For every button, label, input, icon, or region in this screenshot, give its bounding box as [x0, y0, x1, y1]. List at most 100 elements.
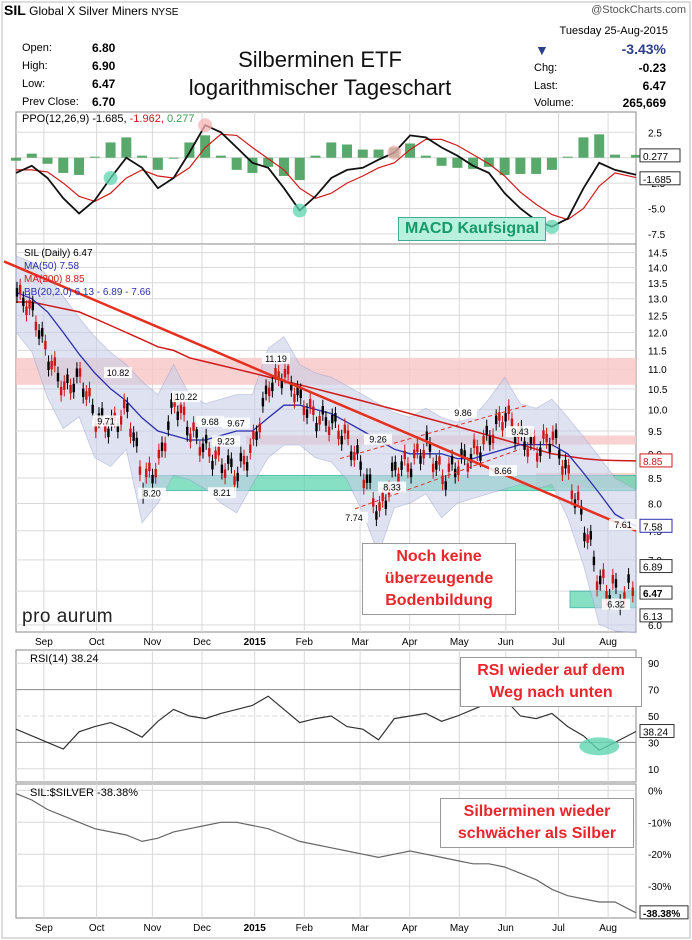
price-body-27-3 [450, 455, 454, 465]
price-body-10-1 [176, 411, 179, 421]
price-body-29-4 [485, 425, 488, 435]
price-body-24-4 [406, 463, 410, 472]
price-body-18-0 [299, 389, 302, 399]
ppo-hist-bar-3 [58, 157, 69, 173]
price-body-1-0 [31, 301, 34, 311]
price-body-28-4 [469, 454, 473, 463]
price-label-bg-5 [222, 417, 250, 429]
price-body-0-4 [28, 300, 31, 309]
price-body-27-1 [444, 481, 447, 490]
weaker-line-2: schwächer als Silber [457, 825, 617, 842]
chg-label: Chg: [534, 62, 558, 74]
ratio-xlabel-9: Jun [498, 923, 514, 934]
price-body-13-1 [223, 469, 227, 478]
price-right-box-0 [639, 453, 673, 468]
ppo-hist-bar-25 [405, 143, 416, 158]
downtrend-line [3, 260, 637, 532]
price-body-25-3 [419, 455, 422, 464]
price-body-36-3 [592, 556, 596, 566]
price-body-24-0 [394, 461, 397, 471]
price-body-33-4 [548, 443, 551, 453]
price-body-21-2 [353, 451, 356, 461]
price-body-17-4 [296, 386, 299, 396]
high-value: 6.90 [92, 59, 116, 73]
price-body-17-2 [290, 381, 293, 391]
price-body-19-0 [315, 422, 318, 432]
price-ytick-6: 11.5 [648, 346, 667, 357]
weaker-line-1: Silberminen wieder [463, 803, 611, 820]
price-body-38-2 [623, 592, 626, 601]
price-label-2: 9.71 [97, 416, 115, 426]
price-xlabel-6: Mar [351, 637, 369, 648]
price-body-3-3 [72, 383, 75, 393]
ratio-ytick-0: 0% [648, 786, 663, 797]
ppo-ytick-0: 2.5 [648, 128, 662, 139]
price-label-8: 9.86 [454, 408, 472, 418]
ppo-hist-bar-30 [483, 157, 494, 167]
price-ytick-10: 9.5 [648, 427, 662, 438]
ratio-xlabel-11: Aug [599, 923, 617, 934]
price-xlabel-3: Dec [193, 637, 211, 648]
ppo-legend: PPO(12,26,9) -1.685, -1.962, 0.277 [22, 113, 194, 125]
price-body-9-0 [157, 449, 161, 459]
ppo-hist-bar-4 [74, 157, 85, 175]
ppo-hist-bar-31 [499, 157, 510, 175]
price-label-bg-6 [262, 352, 290, 364]
ratio-xlabel-5: Feb [296, 923, 314, 934]
ratio-xlabel-1: Oct [89, 923, 105, 934]
ratio-xlabel-8: May [450, 923, 469, 934]
price-body-24-1 [397, 473, 400, 483]
price-body-21-3 [356, 445, 359, 454]
price-body-30-0 [488, 436, 492, 445]
ppo-hist-bar-35 [562, 156, 573, 158]
price-body-20-0 [331, 414, 334, 424]
price-ytick-5: 12.0 [648, 328, 668, 339]
price-body-6-2 [116, 423, 120, 432]
no-bottom-line-3: Bodenbildung [385, 592, 493, 609]
last-value: 6.47 [642, 79, 666, 93]
price-body-31-2 [510, 418, 514, 427]
rsi-last-label: 38.24 [643, 728, 668, 739]
price-body-35-4 [580, 506, 583, 515]
price-body-5-3 [104, 423, 107, 432]
price-body-4-3 [88, 387, 91, 397]
ppo-hist-bar-26 [420, 155, 431, 158]
price-right-label-3: 6.47 [643, 589, 663, 600]
price-body-23-1 [381, 492, 384, 502]
price-body-36-1 [586, 534, 589, 543]
macd-signal-callout: MACD Kaufsignal [398, 217, 547, 241]
channel-lower [354, 448, 521, 510]
price-body-20-3 [340, 435, 343, 445]
ratio-xlabel-6: Mar [351, 923, 369, 934]
price-body-16-4 [280, 379, 284, 389]
no-bottom-callout: Noch keine überzeugende Bodenbildung [362, 543, 516, 615]
price-body-34-3 [561, 466, 564, 475]
ppo-hist-bar-28 [452, 157, 463, 168]
price-label-9: 9.43 [511, 427, 529, 437]
price-body-2-0 [47, 361, 50, 371]
sil-legend: SIL (Daily) 6.47 [24, 248, 93, 259]
down-arrow-icon: ▼ [535, 42, 549, 58]
price-body-8-1 [145, 468, 148, 478]
price-body-15-4 [264, 385, 268, 395]
ppo-hist-bar-39 [631, 154, 641, 158]
rsi-down-callout: RSI wieder auf dem Weg nach unten [460, 657, 642, 707]
price-body-38-4 [631, 587, 634, 596]
price-body-0-1 [18, 284, 22, 294]
ppo-hist-bar-20 [326, 142, 337, 158]
price-body-12-0 [204, 434, 208, 444]
price-legend: SIL (Daily) 6.47 MA(50) 7.58 MA(200) 8.8… [24, 247, 151, 299]
ppo-hist-bar-14 [231, 157, 242, 170]
price-body-15-0 [252, 430, 255, 440]
ratio-xlabel-0: Sep [35, 923, 53, 934]
price-body-29-2 [479, 452, 482, 461]
last-label: Last: [534, 80, 558, 92]
ratio-line [15, 793, 637, 914]
ppo-last-hist: 0.277 [643, 152, 668, 163]
ppo-hist-bar-33 [531, 157, 542, 174]
ratio-ytick-1: -10% [648, 818, 671, 829]
ppo-hist-bar-7 [121, 137, 132, 158]
price-body-0-3 [25, 306, 28, 315]
price-body-18-2 [305, 409, 309, 418]
price-body-22-2 [368, 474, 372, 483]
